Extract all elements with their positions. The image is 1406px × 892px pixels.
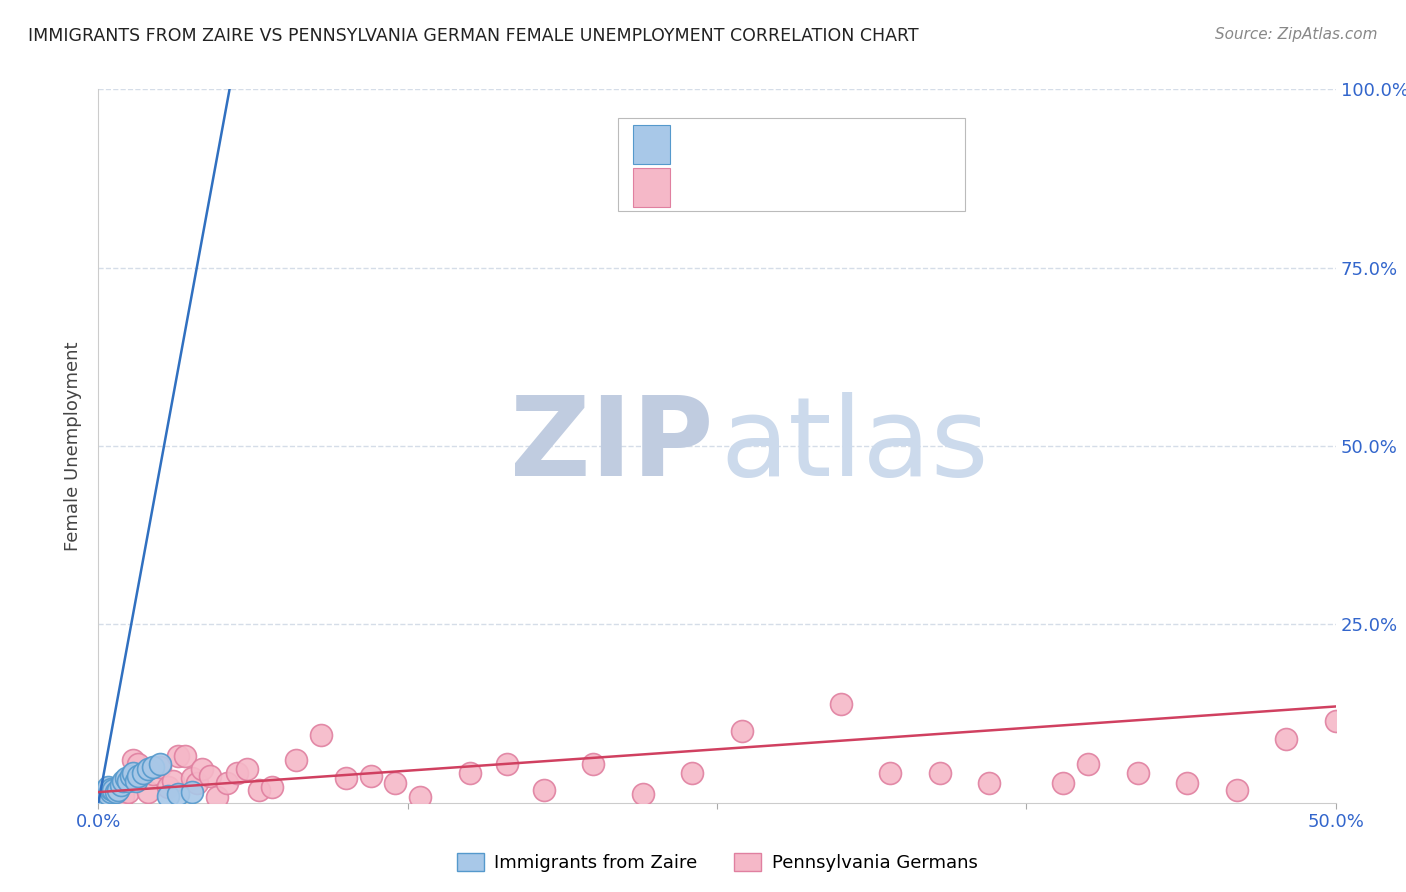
- Point: [127, 756, 149, 771]
- Text: 0.381: 0.381: [735, 178, 787, 196]
- Point: [681, 765, 703, 780]
- Point: [120, 769, 142, 783]
- Point: [93, 787, 115, 801]
- Point: [1175, 776, 1198, 790]
- Point: [103, 785, 125, 799]
- Point: [107, 783, 129, 797]
- Point: [122, 753, 145, 767]
- Text: R =: R =: [689, 136, 727, 153]
- Text: N =: N =: [806, 178, 858, 196]
- Y-axis label: Female Unemployment: Female Unemployment: [65, 342, 83, 550]
- Point: [104, 785, 127, 799]
- Point: [409, 790, 432, 805]
- Bar: [633, 168, 671, 207]
- Point: [107, 783, 129, 797]
- Point: [226, 765, 249, 780]
- Point: [186, 776, 208, 790]
- Point: [124, 774, 146, 789]
- Point: [162, 774, 184, 789]
- Point: [181, 785, 204, 799]
- Text: ZIP: ZIP: [510, 392, 713, 500]
- Point: [166, 787, 188, 801]
- Point: [309, 728, 332, 742]
- Point: [117, 774, 139, 789]
- Point: [384, 776, 406, 790]
- Point: [127, 769, 149, 783]
- Text: IMMIGRANTS FROM ZAIRE VS PENNSYLVANIA GERMAN FEMALE UNEMPLOYMENT CORRELATION CHA: IMMIGRANTS FROM ZAIRE VS PENNSYLVANIA GE…: [28, 27, 918, 45]
- Point: [103, 783, 125, 797]
- Point: [247, 783, 270, 797]
- Point: [582, 756, 605, 771]
- Text: atlas: atlas: [721, 392, 990, 500]
- Point: [205, 790, 228, 805]
- Text: 0.957: 0.957: [735, 136, 787, 153]
- Point: [1324, 714, 1347, 728]
- Point: [731, 724, 754, 739]
- Point: [979, 776, 1001, 790]
- Text: N =: N =: [806, 136, 858, 153]
- Point: [928, 765, 950, 780]
- Point: [166, 749, 188, 764]
- Point: [156, 789, 179, 803]
- Point: [879, 765, 901, 780]
- Point: [132, 765, 155, 780]
- Point: [149, 756, 172, 771]
- Legend: Immigrants from Zaire, Pennsylvania Germans: Immigrants from Zaire, Pennsylvania Germ…: [450, 846, 984, 880]
- Point: [1052, 776, 1074, 790]
- Point: [533, 783, 555, 797]
- Point: [191, 762, 214, 776]
- Point: [93, 789, 115, 803]
- Point: [1226, 783, 1249, 797]
- Point: [112, 789, 135, 803]
- Point: [198, 769, 221, 783]
- Text: 27: 27: [868, 136, 893, 153]
- Point: [110, 778, 132, 792]
- Point: [97, 780, 120, 794]
- Point: [285, 753, 308, 767]
- Point: [94, 783, 117, 797]
- Point: [142, 760, 165, 774]
- Point: [90, 792, 112, 806]
- Point: [1077, 756, 1099, 771]
- Point: [100, 781, 122, 796]
- Point: [136, 785, 159, 799]
- Point: [149, 760, 172, 774]
- Point: [217, 776, 239, 790]
- Text: R =: R =: [689, 178, 727, 196]
- Point: [260, 780, 283, 794]
- Point: [1126, 765, 1149, 780]
- Bar: [633, 125, 671, 164]
- Point: [631, 787, 654, 801]
- Point: [335, 771, 357, 785]
- Text: 49: 49: [868, 178, 893, 196]
- Point: [117, 785, 139, 799]
- Point: [122, 765, 145, 780]
- Point: [114, 771, 136, 785]
- Point: [97, 789, 120, 803]
- Point: [94, 790, 117, 805]
- Point: [93, 785, 115, 799]
- Point: [156, 780, 179, 794]
- Point: [1275, 731, 1298, 746]
- Point: [136, 762, 159, 776]
- Point: [360, 769, 382, 783]
- Point: [112, 774, 135, 789]
- Point: [236, 762, 259, 776]
- Point: [458, 765, 481, 780]
- Point: [830, 698, 852, 712]
- Text: Source: ZipAtlas.com: Source: ZipAtlas.com: [1215, 27, 1378, 42]
- Point: [100, 785, 122, 799]
- Point: [181, 771, 204, 785]
- Point: [495, 756, 517, 771]
- FancyBboxPatch shape: [619, 118, 965, 211]
- Point: [142, 767, 165, 781]
- Point: [97, 787, 120, 801]
- Point: [174, 749, 197, 764]
